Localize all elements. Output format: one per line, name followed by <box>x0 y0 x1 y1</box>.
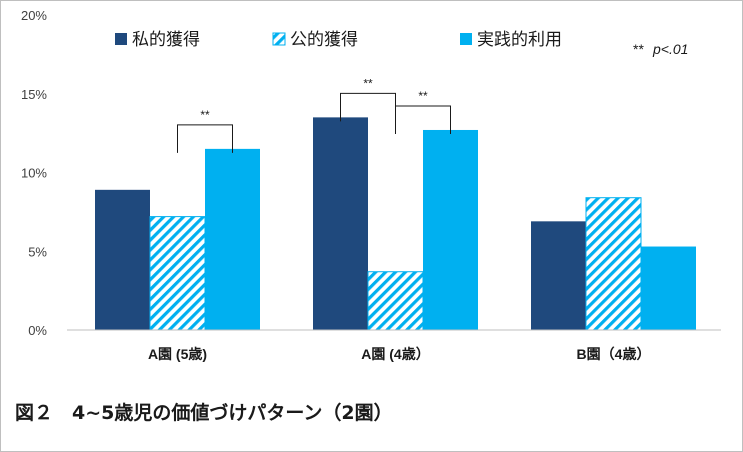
bar-2-1 <box>149 216 206 331</box>
bar-3-3 <box>641 246 696 330</box>
bar-2-2 <box>367 271 424 331</box>
bars <box>95 117 696 331</box>
significance-note-marker: ** <box>633 41 644 57</box>
y-axis: 0% 5% 10% 15% 20% <box>21 8 47 338</box>
significance-note-text: p<.01 <box>652 41 688 57</box>
bar-2-3 <box>585 197 642 331</box>
y-tick-label: 10% <box>21 166 47 181</box>
significance-bracket-label: ** <box>418 89 428 103</box>
x-axis: A園 (5歳) A園 (4歳） B園（4歳） <box>67 329 721 362</box>
significance-note: ** p<.01 <box>633 41 688 57</box>
legend-label: 公的獲得 <box>290 30 358 49</box>
legend-label: 私的獲得 <box>132 30 200 49</box>
y-tick-label: 20% <box>21 8 47 23</box>
significance-bracket <box>177 124 233 153</box>
figure-caption: 図２ 4~5歳児の価値づけパターン（2園） <box>15 402 393 424</box>
legend-label: 実践的利用 <box>477 30 562 49</box>
x-tick-label: A園 (4歳） <box>361 346 429 362</box>
y-tick-label: 15% <box>21 87 47 102</box>
bar-chart: 0% 5% 10% 15% 20% ** ** ** A園 (5歳) A園 (4歳） B園（4歳… <box>21 8 721 362</box>
significance-bracket-label: ** <box>200 108 210 122</box>
y-tick-label: 5% <box>28 244 47 259</box>
bar-3-1 <box>205 148 260 330</box>
significance-bracket <box>395 105 451 134</box>
x-tick-label: A園 (5歳) <box>148 346 207 362</box>
significance-brackets: ** ** ** <box>177 76 451 153</box>
bar-1-1 <box>95 189 150 330</box>
legend-swatch <box>272 32 286 46</box>
significance-bracket <box>340 92 396 122</box>
legend: 私的獲得 公的獲得 実践的利用 <box>115 30 562 49</box>
bar-1-3 <box>531 221 586 330</box>
bar-1-2 <box>313 117 368 330</box>
significance-bracket-label: ** <box>363 76 373 90</box>
x-tick-label: B園（4歳） <box>577 346 651 362</box>
legend-swatch <box>460 33 472 45</box>
y-tick-label: 0% <box>28 323 47 338</box>
legend-swatch <box>115 33 127 45</box>
bar-3-2 <box>423 129 478 330</box>
